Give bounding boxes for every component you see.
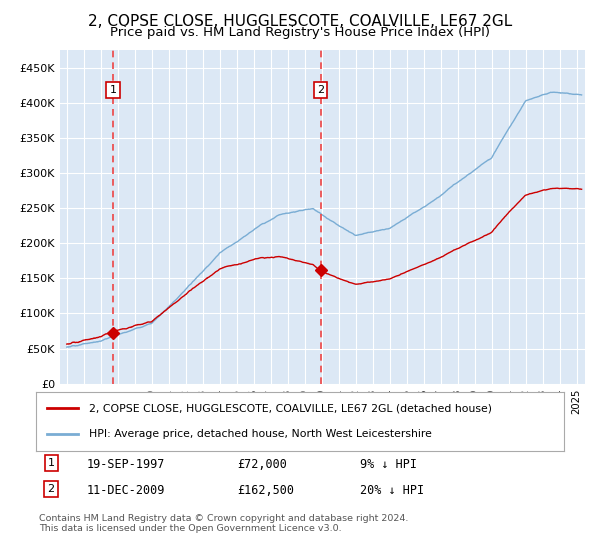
Text: 2: 2 (317, 85, 324, 95)
Text: 1: 1 (110, 85, 116, 95)
Text: 20% ↓ HPI: 20% ↓ HPI (360, 484, 424, 497)
Text: 2: 2 (47, 484, 55, 494)
Text: 2, COPSE CLOSE, HUGGLESCOTE, COALVILLE, LE67 2GL (detached house): 2, COPSE CLOSE, HUGGLESCOTE, COALVILLE, … (89, 403, 492, 413)
Text: 2, COPSE CLOSE, HUGGLESCOTE, COALVILLE, LE67 2GL: 2, COPSE CLOSE, HUGGLESCOTE, COALVILLE, … (88, 14, 512, 29)
Text: £162,500: £162,500 (237, 484, 294, 497)
Text: £72,000: £72,000 (237, 458, 287, 470)
Text: Contains HM Land Registry data © Crown copyright and database right 2024.
This d: Contains HM Land Registry data © Crown c… (39, 514, 409, 534)
Text: HPI: Average price, detached house, North West Leicestershire: HPI: Average price, detached house, Nort… (89, 430, 431, 440)
Text: 9% ↓ HPI: 9% ↓ HPI (360, 458, 417, 470)
Text: 1: 1 (47, 458, 55, 468)
Text: 19-SEP-1997: 19-SEP-1997 (87, 458, 166, 470)
Text: 11-DEC-2009: 11-DEC-2009 (87, 484, 166, 497)
Text: Price paid vs. HM Land Registry's House Price Index (HPI): Price paid vs. HM Land Registry's House … (110, 26, 490, 39)
